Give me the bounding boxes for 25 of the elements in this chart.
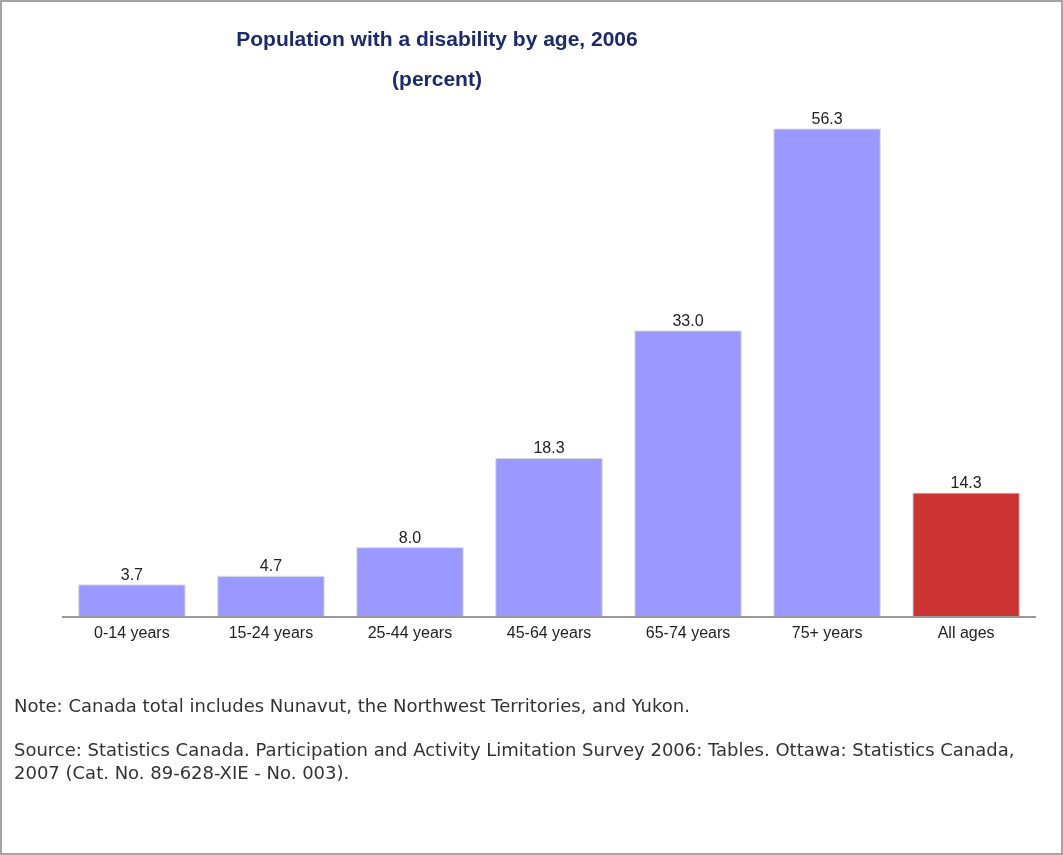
x-tick-label: 65-74 years [645,624,731,642]
x-tick-label: 25-44 years [367,624,453,642]
data-label: 3.7 [120,565,144,583]
data-label: 56.3 [811,110,843,127]
data-label: 4.7 [259,557,283,575]
bar [356,547,464,618]
x-tick-label: All ages [937,624,995,642]
x-tick-label: 15-24 years [228,624,314,642]
bar [773,128,881,618]
data-label: 8.0 [398,528,422,546]
bar [634,330,742,618]
bar [912,492,1020,618]
source-note: Source: Statistics Canada. Participation and Activity Limitation Survey 2006: Tables. Ottawa: Statistics Canada, 2007 (Cat. No. 89-628-XIE - No. 003). [14,739,1015,783]
chart-subtitle: (percent) [392,67,482,90]
data-label: 33.0 [672,311,704,329]
bar [217,575,325,618]
bar [495,457,603,618]
data-label: 18.3 [533,439,565,457]
x-tick-label: 75+ years [791,624,863,642]
data-label: 14.3 [950,474,982,492]
x-tick-label: 0-14 years [94,624,170,642]
x-tick-label: 45-64 years [506,624,592,642]
text: Note: Canada total includes Nunavut, the Northwest Territories, and Yukon. [14,695,690,716]
chart-title: Population with a disability by age, 2006 [236,27,638,50]
bar [78,584,186,618]
